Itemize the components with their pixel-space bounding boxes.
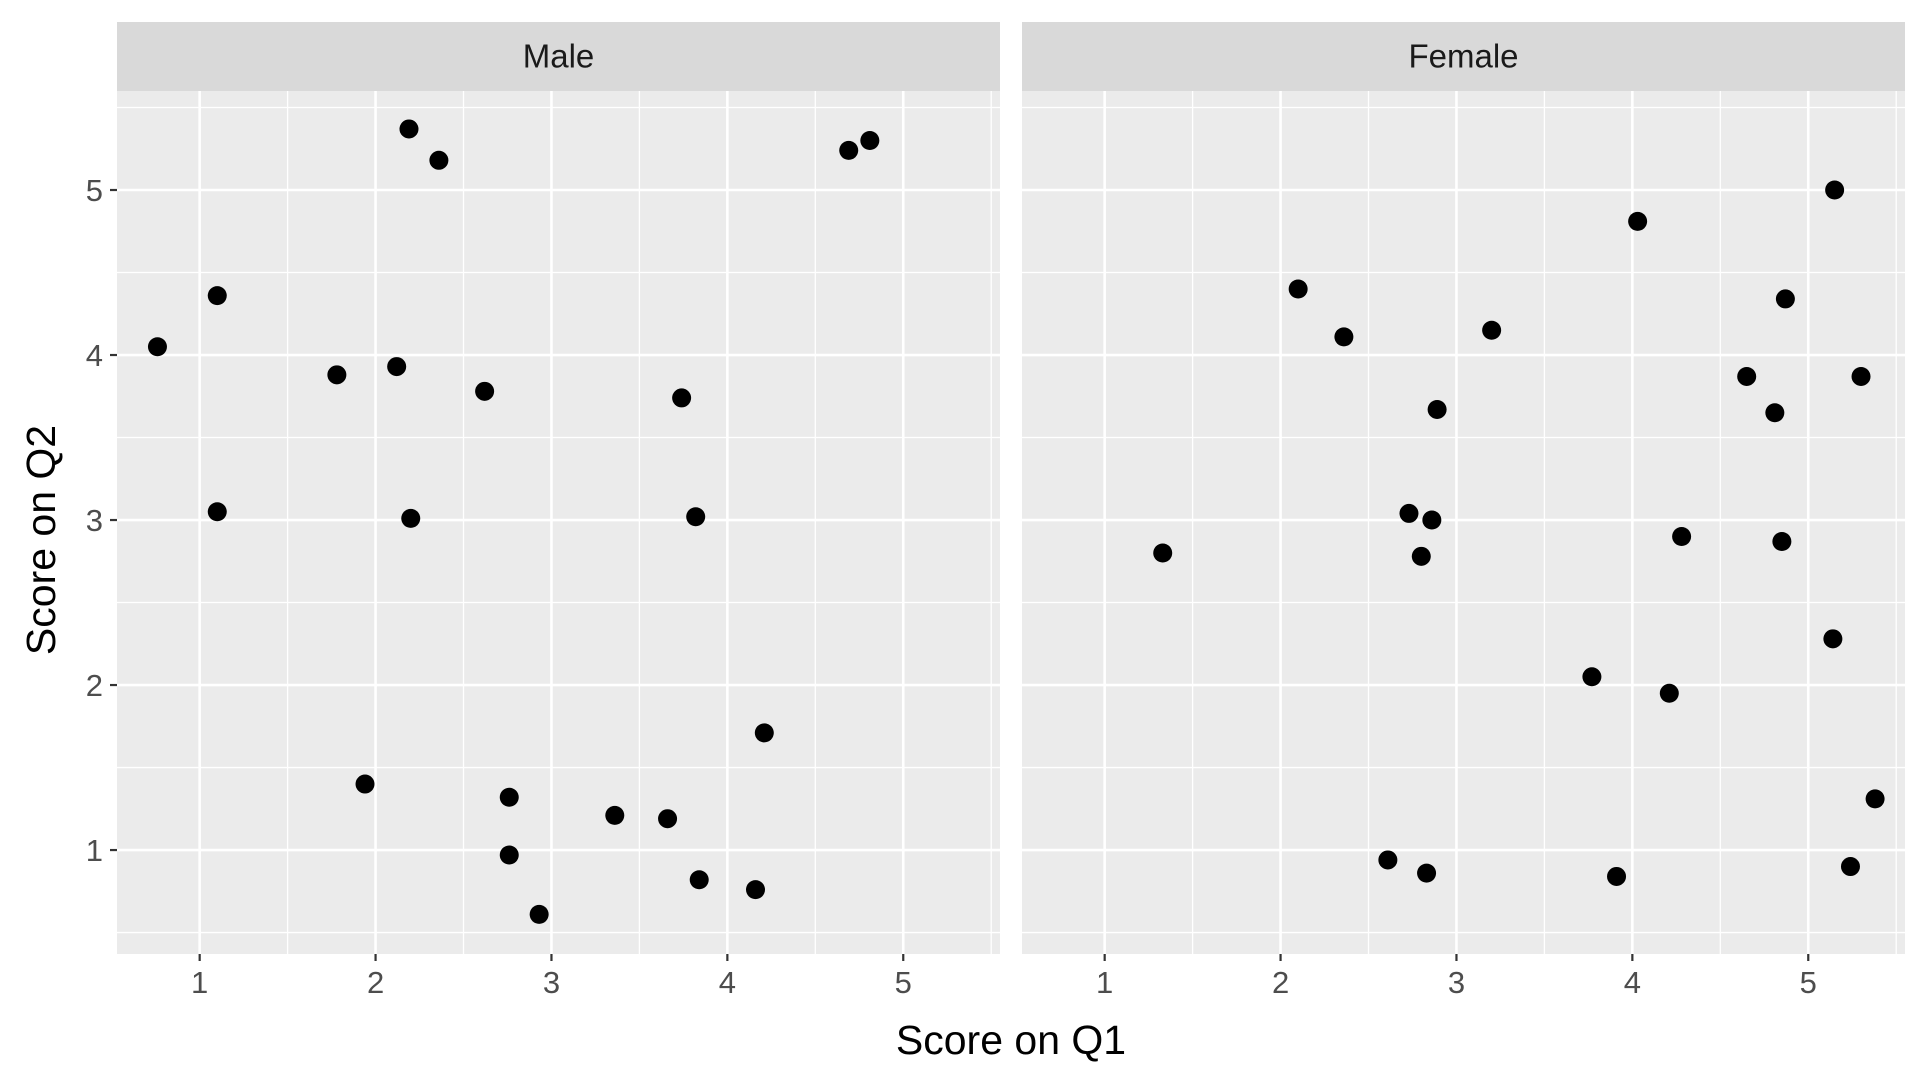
y-tick-label: 3 bbox=[86, 503, 103, 538]
x-axis-title: Score on Q1 bbox=[896, 1017, 1126, 1063]
x-tick-label: 3 bbox=[543, 965, 560, 1000]
y-axis-title: Score on Q2 bbox=[18, 425, 64, 655]
panel-background bbox=[117, 91, 1000, 954]
data-point bbox=[355, 774, 375, 794]
data-point bbox=[1582, 667, 1602, 687]
facet-strip bbox=[117, 22, 1000, 91]
x-tick-label: 1 bbox=[191, 965, 208, 1000]
data-point bbox=[1775, 289, 1795, 309]
data-point bbox=[1422, 510, 1442, 530]
data-point bbox=[689, 870, 709, 890]
data-point bbox=[1825, 180, 1845, 200]
data-point bbox=[1823, 629, 1843, 649]
data-point bbox=[1288, 279, 1308, 299]
data-point bbox=[327, 365, 347, 385]
data-point bbox=[399, 119, 419, 139]
facet-strip bbox=[1022, 22, 1905, 91]
data-point bbox=[1737, 366, 1757, 386]
data-point bbox=[1607, 866, 1627, 886]
data-point bbox=[207, 502, 227, 522]
data-point bbox=[207, 286, 227, 306]
data-point bbox=[1482, 320, 1502, 340]
x-tick-label: 5 bbox=[1800, 965, 1817, 1000]
data-point bbox=[401, 508, 421, 528]
data-point bbox=[672, 388, 692, 408]
data-point bbox=[529, 904, 549, 924]
facet-panels: Male 1 2 3 4 5 1 2 3 4 5 Female 1 2 3 4 5 bbox=[86, 22, 1905, 1000]
data-point bbox=[147, 337, 167, 357]
data-point bbox=[499, 787, 519, 807]
y-tick-label: 2 bbox=[86, 668, 103, 703]
data-point bbox=[860, 131, 880, 151]
data-point bbox=[1851, 366, 1871, 386]
y-tick-label: 1 bbox=[86, 833, 103, 868]
data-point bbox=[1628, 211, 1648, 231]
x-tick-label: 4 bbox=[1624, 965, 1641, 1000]
data-point bbox=[1399, 503, 1419, 523]
data-point bbox=[387, 357, 407, 377]
x-tick-label: 2 bbox=[1272, 965, 1289, 1000]
x-tick-label: 1 bbox=[1096, 965, 1113, 1000]
data-point bbox=[1378, 850, 1398, 870]
data-point bbox=[1865, 789, 1885, 809]
facet-strip-label: Female bbox=[1408, 38, 1518, 75]
facet-male: Male 1 2 3 4 5 1 2 3 4 5 bbox=[86, 22, 1000, 1000]
data-point bbox=[475, 381, 495, 401]
x-tick-label: 2 bbox=[367, 965, 384, 1000]
data-point bbox=[1772, 531, 1792, 551]
facet-female: Female 1 2 3 4 5 bbox=[1022, 22, 1905, 1000]
data-point bbox=[1417, 863, 1437, 883]
data-point bbox=[1659, 683, 1679, 703]
data-point bbox=[605, 805, 625, 825]
panel-background bbox=[1022, 91, 1905, 954]
data-point bbox=[658, 809, 678, 829]
facet-strip-label: Male bbox=[523, 38, 595, 75]
x-tick-label: 4 bbox=[719, 965, 736, 1000]
x-tick-label: 3 bbox=[1448, 965, 1465, 1000]
data-point bbox=[754, 723, 774, 743]
data-point bbox=[1672, 527, 1692, 547]
data-point bbox=[1411, 546, 1431, 566]
data-point bbox=[1765, 403, 1785, 423]
y-tick-label: 5 bbox=[86, 173, 103, 208]
data-point bbox=[839, 140, 859, 160]
data-point bbox=[499, 845, 519, 865]
data-point bbox=[746, 880, 766, 900]
data-point bbox=[1153, 543, 1173, 563]
x-tick-label: 5 bbox=[895, 965, 912, 1000]
data-point bbox=[1427, 399, 1447, 419]
data-point bbox=[686, 507, 706, 527]
data-point bbox=[1840, 857, 1860, 877]
data-point bbox=[429, 150, 449, 170]
y-tick-label: 4 bbox=[86, 338, 103, 373]
data-point bbox=[1334, 327, 1354, 347]
